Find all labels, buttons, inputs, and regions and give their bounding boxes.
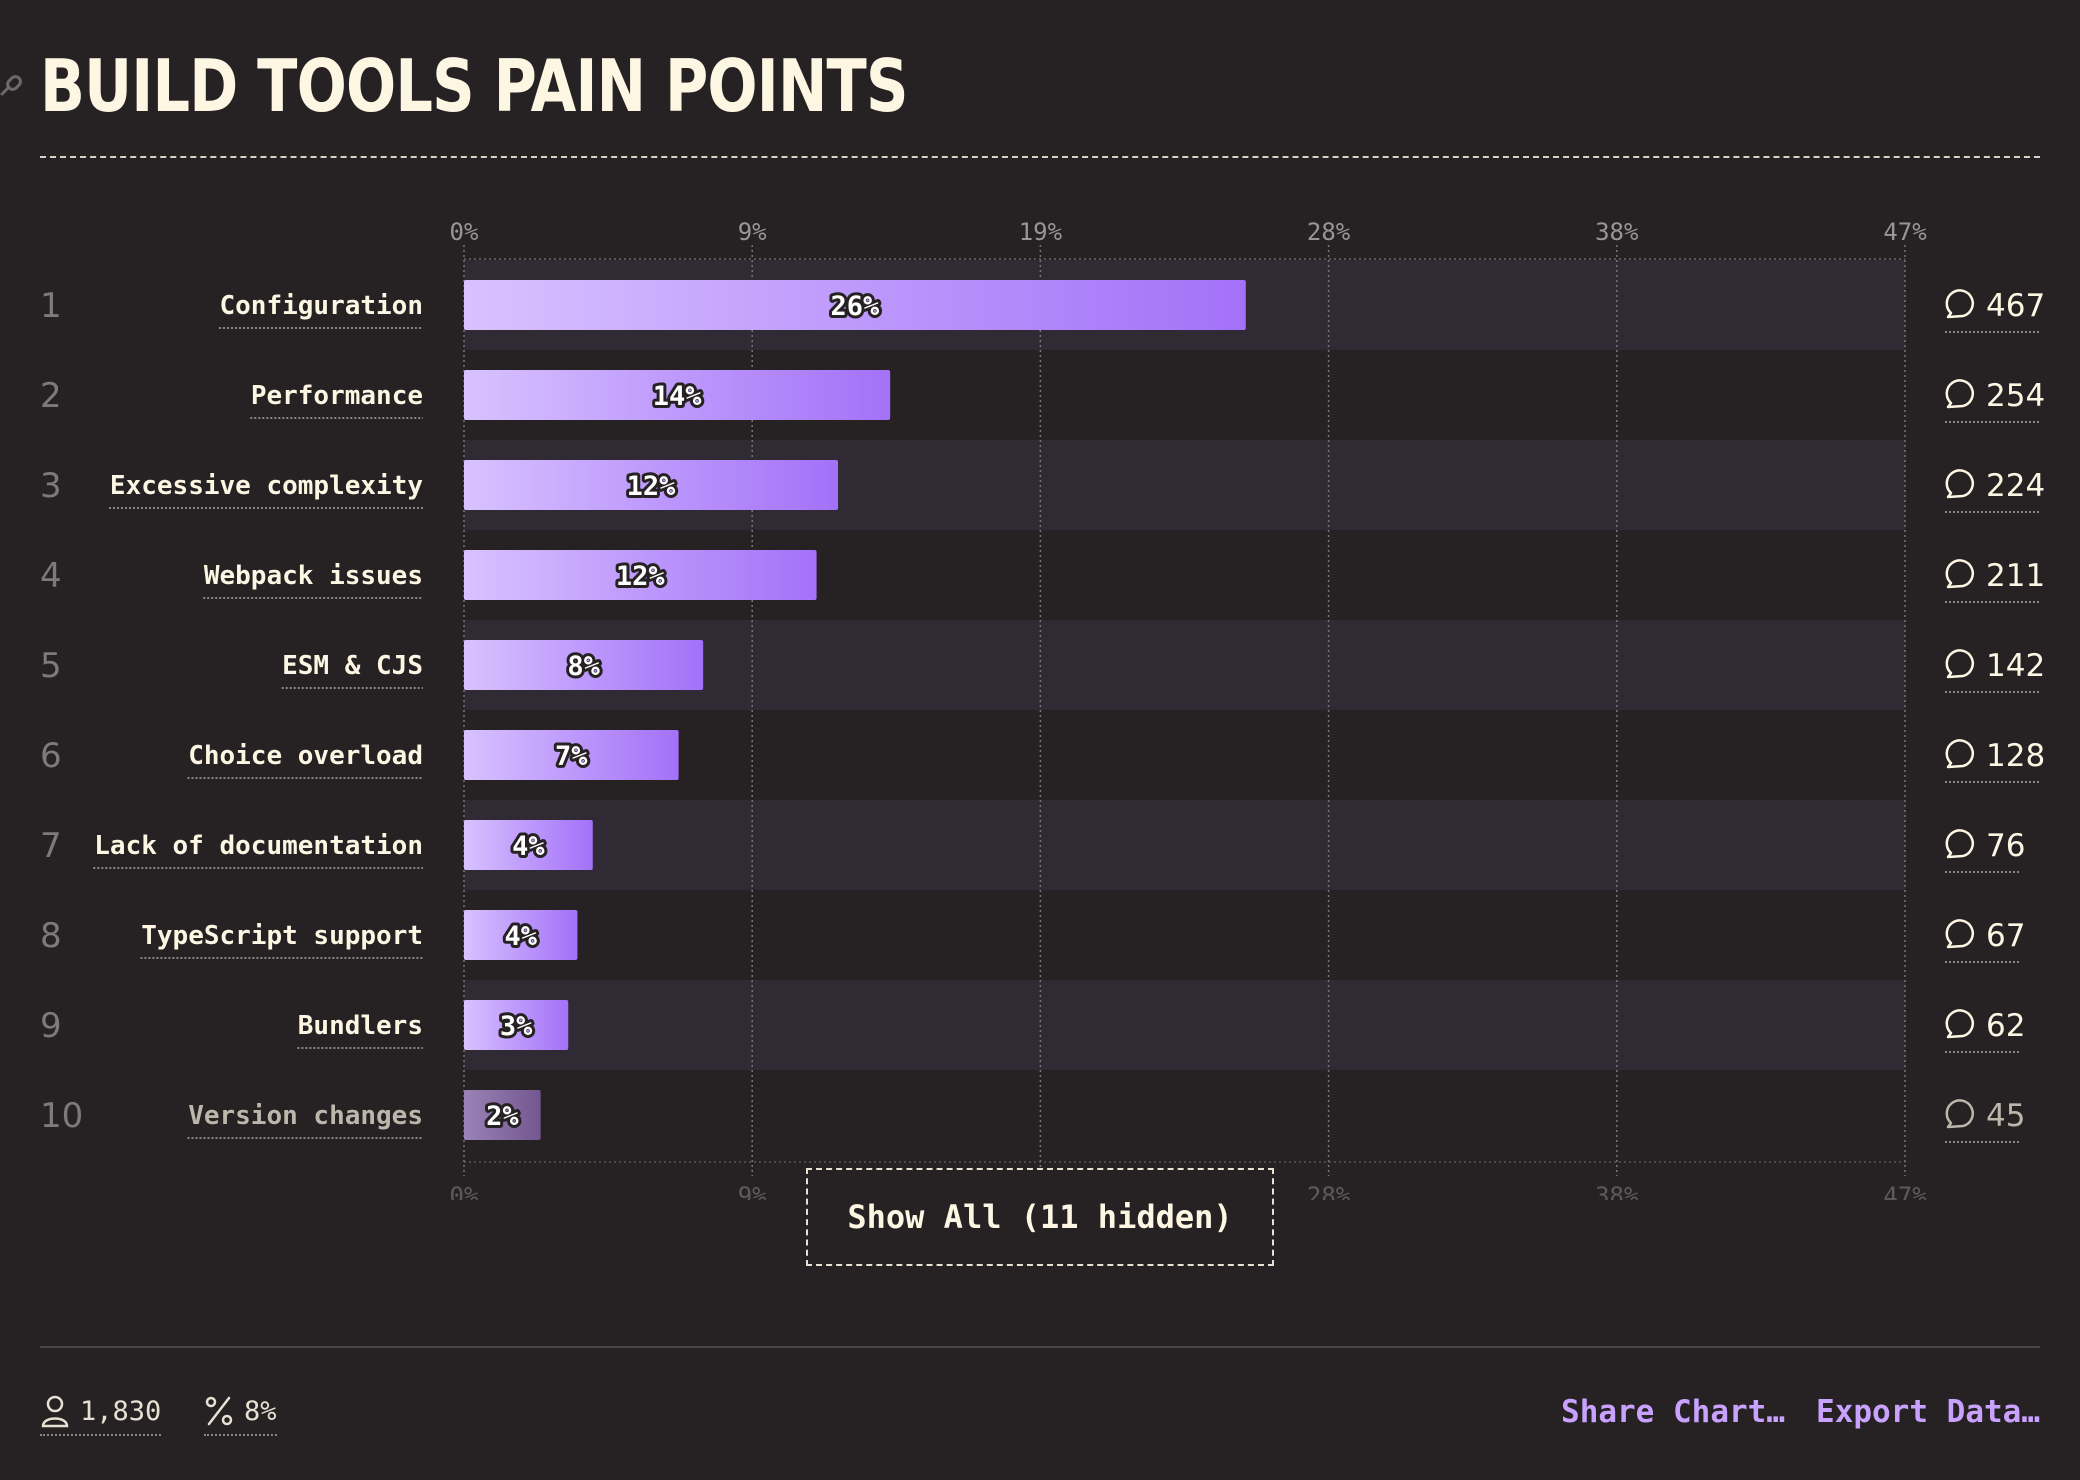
bar — [464, 910, 578, 960]
comment-count: 254 — [1986, 378, 2045, 414]
rank-number: 7 — [40, 826, 62, 866]
bar — [464, 1000, 569, 1050]
category-label: Configuration — [220, 291, 424, 321]
category-label: Version changes — [188, 1101, 423, 1131]
comment-icon — [1945, 739, 1974, 769]
link-icon[interactable] — [0, 74, 22, 102]
bar-value-label: 26% — [831, 291, 881, 322]
category-label: Lack of documentation — [94, 831, 423, 861]
comment-icon — [1945, 379, 1974, 409]
bar-value-label: 4% — [512, 831, 545, 862]
x-tick-label-top: 9% — [738, 218, 767, 246]
bar-value-label: 12% — [616, 561, 666, 592]
bar-value-label: 14% — [653, 381, 703, 412]
percent-icon — [205, 1396, 233, 1426]
rank-number: 5 — [40, 646, 62, 686]
rank-number: 2 — [40, 376, 62, 416]
x-tick-label-top: 38% — [1595, 218, 1639, 246]
bar — [464, 370, 891, 420]
category-label: Choice overload — [188, 741, 423, 771]
comment-count: 76 — [1986, 828, 2025, 864]
bar — [464, 640, 704, 690]
comment-count: 211 — [1986, 558, 2045, 594]
bar — [464, 1090, 541, 1140]
row-band — [464, 800, 1905, 890]
comment-icon — [1945, 649, 1974, 679]
rank-number: 1 — [40, 286, 62, 326]
row-band — [464, 620, 1905, 710]
bar — [464, 820, 593, 870]
row-band — [464, 980, 1905, 1070]
rank-number: 6 — [40, 736, 62, 776]
rank-number: 8 — [40, 916, 62, 956]
comment-count: 128 — [1986, 738, 2045, 774]
category-label: Excessive complexity — [110, 471, 423, 501]
comment-count: 142 — [1986, 648, 2045, 684]
respondents-count: 1,830 — [80, 1395, 162, 1427]
percentage-value: 8% — [244, 1395, 277, 1427]
rank-number: 3 — [40, 466, 62, 506]
share-chart-link[interactable]: Share Chart… — [1561, 1394, 1785, 1430]
bar-value-label: 12% — [627, 471, 677, 502]
bar-value-label: 3% — [500, 1011, 533, 1042]
title-divider — [40, 156, 2040, 158]
x-tick-label-bottom: 38% — [1595, 1182, 1639, 1200]
comment-icon — [1945, 469, 1974, 499]
comment-count: 467 — [1986, 288, 2045, 324]
comment-icon — [1945, 919, 1974, 949]
comment-count: 45 — [1986, 1098, 2025, 1134]
bar — [464, 460, 839, 510]
comment-icon — [1945, 829, 1974, 859]
x-tick-label-top: 28% — [1307, 218, 1351, 246]
user-icon — [41, 1395, 69, 1428]
comment-icon — [1945, 559, 1974, 589]
x-tick-label-top: 47% — [1883, 218, 1927, 246]
rank-number: 10 — [40, 1096, 83, 1136]
category-label: ESM & CJS — [282, 651, 423, 681]
x-tick-label-bottom: 47% — [1883, 1182, 1927, 1200]
category-label: Bundlers — [298, 1011, 423, 1041]
respondents-stat[interactable]: 1,830 — [40, 1392, 162, 1436]
bar — [464, 730, 679, 780]
comment-icon — [1945, 1099, 1974, 1129]
show-all-button[interactable]: Show All (11 hidden) — [806, 1168, 1274, 1266]
comment-count: 67 — [1986, 918, 2025, 954]
bar-value-label: 7% — [555, 741, 588, 772]
x-tick-label-bottom: 28% — [1307, 1182, 1351, 1200]
bar-value-label: 2% — [486, 1101, 519, 1132]
comment-count: 224 — [1986, 468, 2045, 504]
footer-divider — [40, 1346, 2040, 1348]
x-tick-label-top: 0% — [450, 218, 479, 246]
bar-chart: 0%0%9%9%19%19%28%28%38%38%47%47% 26%14%1… — [40, 218, 2045, 1200]
x-tick-label-bottom: 9% — [738, 1182, 767, 1200]
bar — [464, 280, 1246, 330]
page-title: BUILD TOOLS PAIN POINTS — [40, 44, 909, 128]
category-label: Webpack issues — [204, 561, 423, 591]
x-tick-label-top: 19% — [1019, 218, 1063, 246]
comment-icon — [1945, 1009, 1974, 1039]
rank-number: 4 — [40, 556, 62, 596]
comment-icon — [1945, 289, 1974, 319]
percentage-stat[interactable]: 8% — [204, 1392, 277, 1436]
bar-value-label: 4% — [504, 921, 537, 952]
bar — [464, 550, 817, 600]
category-label: TypeScript support — [141, 921, 423, 951]
export-data-link[interactable]: Export Data… — [1816, 1394, 2040, 1430]
bar-value-label: 8% — [567, 651, 600, 682]
comment-count: 62 — [1986, 1008, 2025, 1044]
rank-number: 9 — [40, 1006, 62, 1046]
category-label: Performance — [251, 381, 423, 411]
x-tick-label-bottom: 0% — [450, 1182, 479, 1200]
